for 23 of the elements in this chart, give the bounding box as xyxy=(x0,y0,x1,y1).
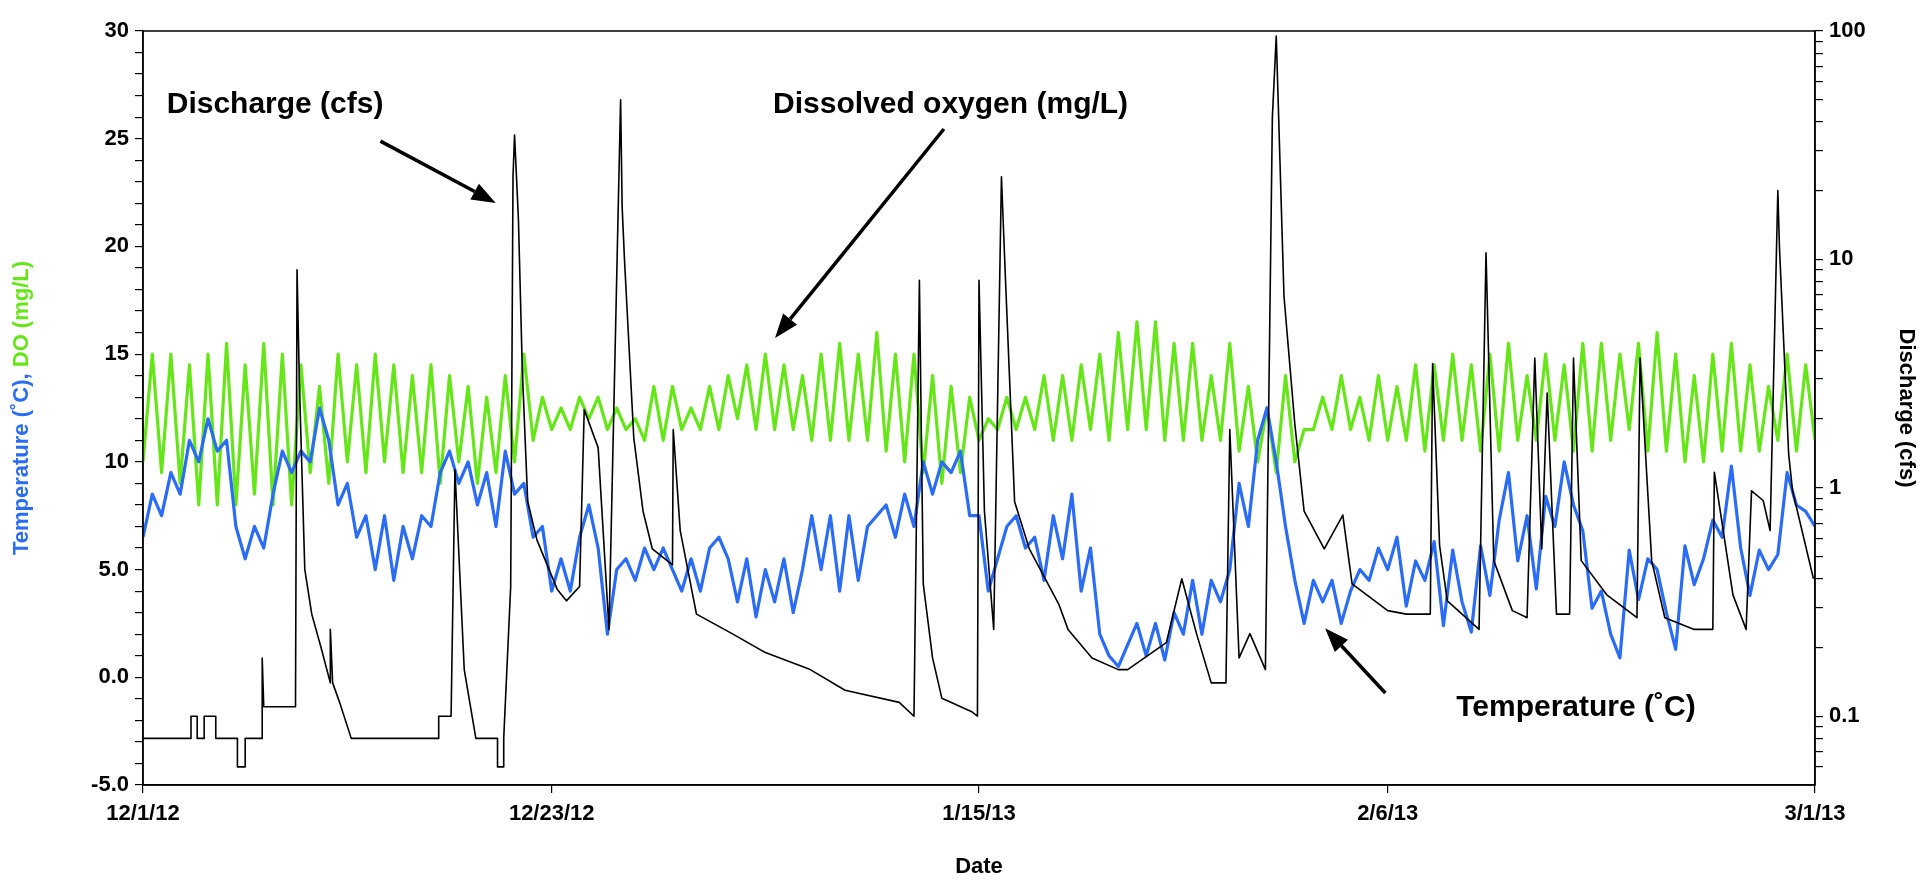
x-axis-title: Date xyxy=(955,852,1003,878)
x-tick-label: 12/23/12 xyxy=(508,800,595,826)
y-tick-label: 10 xyxy=(104,447,129,473)
annotation: Temperature (˚C) xyxy=(1456,689,1696,723)
y2-tick-label: 100 xyxy=(1829,17,1866,43)
x-tick-label: 2/6/13 xyxy=(1357,800,1419,826)
x-tick-label: 12/1/12 xyxy=(106,800,180,826)
y-tick-label: 0.0 xyxy=(98,663,129,689)
x-tick-label: 3/1/13 xyxy=(1784,800,1846,826)
y-tick-label: 30 xyxy=(104,17,129,43)
y2-axis-title: Discharge (cfs) xyxy=(1894,328,1920,488)
y-tick-label: 25 xyxy=(104,124,129,150)
annotation: Dissolved oxygen (mg/L) xyxy=(773,86,1129,120)
y-axis-title: Temperature (˚C), DO (mg/L) xyxy=(8,260,34,556)
annotation: Discharge (cfs) xyxy=(166,86,384,120)
y-tick-label: -5.0 xyxy=(91,771,129,797)
y2-tick-label: 0.1 xyxy=(1829,702,1860,728)
y2-tick-label: 10 xyxy=(1829,245,1854,271)
y2-tick-label: 1 xyxy=(1829,473,1842,499)
y-tick-label: 5.0 xyxy=(98,555,129,581)
x-tick-label: 1/15/13 xyxy=(942,800,1016,826)
y-tick-label: 15 xyxy=(104,340,129,366)
y-tick-label: 20 xyxy=(104,232,129,258)
